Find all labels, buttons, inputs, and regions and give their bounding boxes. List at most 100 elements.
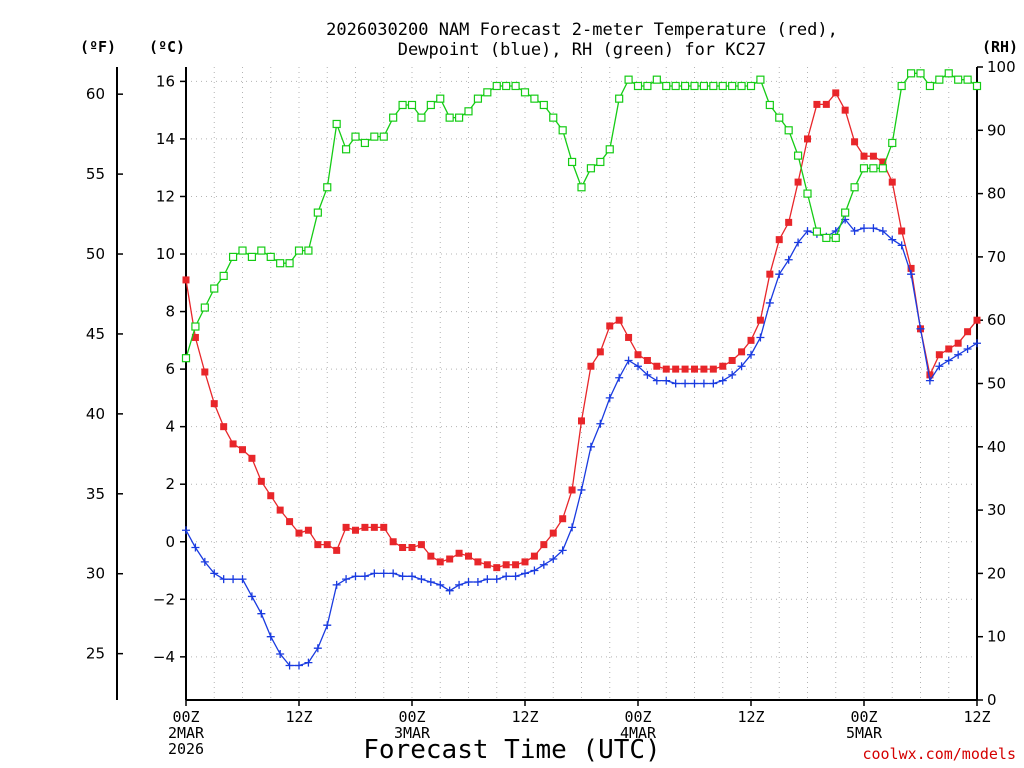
dewpoint-point — [473, 578, 482, 587]
temperature-point — [964, 328, 972, 336]
rh-point — [897, 81, 906, 91]
rh-point — [473, 94, 483, 103]
temperature-point — [380, 523, 388, 531]
series-rh — [181, 69, 982, 363]
dewpoint-point — [878, 227, 887, 236]
x-axis-label: Forecast Time (UTC) — [363, 735, 660, 765]
celsius-tick-label: 8 — [165, 303, 175, 321]
dewpoint-point — [182, 526, 190, 535]
rh-point — [746, 81, 756, 91]
rh-point — [370, 132, 379, 141]
celsius-tick-label: 14 — [156, 130, 175, 148]
rh-point — [944, 69, 953, 78]
data-series — [181, 69, 982, 670]
temperature-point — [662, 365, 670, 373]
celsius-tick-label: 6 — [165, 360, 175, 378]
time-tick-label: 3MAR — [394, 724, 431, 742]
dewpoint-point — [360, 572, 369, 581]
rh-point — [718, 81, 727, 91]
temperature-point — [700, 365, 708, 373]
temperature-point — [257, 477, 265, 485]
dewpoint-point — [784, 255, 793, 264]
rh-axis-unit: (RH) — [982, 38, 1018, 56]
time-tick-label: 00Z — [850, 708, 877, 726]
dewpoint-point — [615, 373, 624, 382]
temperature-point — [483, 561, 491, 569]
time-tick-label: 12Z — [963, 708, 990, 726]
rh-point — [549, 113, 558, 122]
dewpoint-point — [530, 566, 539, 575]
rh-point — [972, 81, 982, 91]
dewpoint-point — [492, 575, 501, 584]
dewpoint-point — [756, 333, 765, 342]
time-tick-label: 00Z — [172, 708, 199, 726]
dewpoint-point — [304, 658, 313, 667]
rh-point — [812, 227, 822, 236]
rh-point — [285, 259, 294, 268]
temperature-point — [643, 356, 651, 364]
temperature-point — [719, 362, 727, 370]
dewpoint-point — [897, 241, 906, 250]
rh-point — [728, 81, 737, 91]
rh-point — [228, 252, 238, 261]
dewpoint-point — [408, 572, 416, 581]
time-tick-label: 12Z — [737, 708, 764, 726]
rh-point — [567, 157, 577, 167]
temperature-point — [578, 417, 585, 425]
rh-point — [257, 246, 266, 255]
rh-point — [822, 233, 831, 243]
temperature-point — [907, 264, 915, 272]
rh-point — [502, 81, 511, 91]
credit-text: coolwx.com/models — [862, 745, 1016, 763]
dewpoint-point — [577, 485, 586, 494]
fahrenheit-tick-label: 40 — [86, 405, 105, 423]
rh-point — [520, 88, 530, 97]
dewpoint-point — [455, 580, 464, 589]
temperature-point — [446, 555, 454, 563]
dewpoint-point — [624, 356, 633, 365]
time-tick-label: 2MAR — [168, 724, 205, 742]
dewpoint-point — [681, 379, 690, 388]
temperature-point — [512, 561, 520, 569]
rh-point — [577, 183, 586, 192]
temperature-point — [342, 523, 350, 531]
temperature-point — [248, 454, 256, 462]
rh-point — [690, 81, 699, 91]
fahrenheit-tick-label: 45 — [86, 325, 105, 343]
dewpoint-point — [586, 442, 595, 451]
dewpoint-point — [247, 592, 256, 601]
rh-point — [379, 132, 388, 141]
series-dewpoint — [182, 215, 981, 670]
temperature-point — [427, 552, 435, 560]
temperature-point — [502, 561, 510, 569]
rh-point — [831, 233, 840, 243]
temperature-point — [276, 506, 284, 514]
rh-point — [210, 284, 219, 293]
dewpoint-point — [860, 224, 868, 233]
dewpoint-point — [313, 644, 322, 653]
temperature-point — [756, 316, 764, 324]
fahrenheit-tick-label: 50 — [86, 245, 105, 263]
rh-point — [709, 81, 718, 91]
rh-tick-label: 20 — [987, 564, 1006, 582]
temperature-point — [832, 89, 840, 97]
dewpoint-point — [916, 324, 925, 333]
temperature-point — [841, 106, 849, 114]
rh-point — [445, 113, 454, 122]
rh-point — [775, 113, 784, 122]
temperature-point — [465, 552, 472, 560]
rh-point — [181, 354, 191, 363]
temperature-point — [530, 552, 538, 560]
rh-point — [247, 252, 257, 261]
rh-point — [803, 189, 812, 198]
temperature-point — [691, 365, 698, 373]
temperature-point — [794, 178, 802, 186]
fahrenheit-axis-unit: (ºF) — [80, 38, 116, 56]
temperature-point — [879, 158, 887, 166]
time-tick-label: 2026 — [168, 740, 204, 758]
rh-point — [341, 145, 351, 154]
dewpoint-point — [210, 569, 219, 578]
fahrenheit-tick-label: 35 — [86, 485, 105, 503]
grid-lines — [186, 67, 977, 700]
